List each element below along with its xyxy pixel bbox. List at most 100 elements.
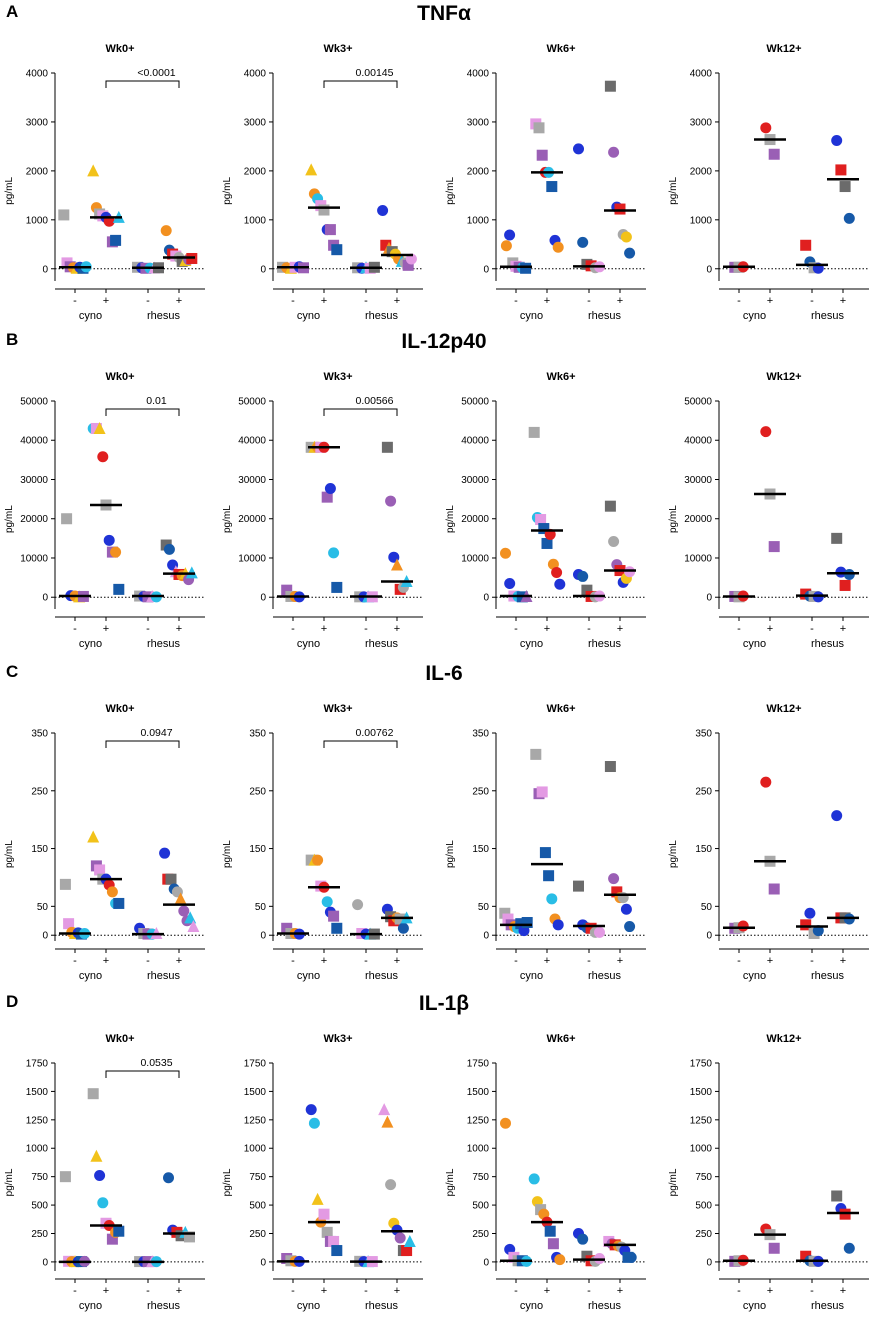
y-tick-label: 1750 [244, 1059, 267, 1070]
y-tick-label: 40000 [20, 436, 48, 447]
point-circle-blue [94, 1170, 106, 1182]
point-circle-navy [577, 236, 589, 248]
point-square-dgray [581, 584, 593, 596]
y-tick-label: 0 [42, 1257, 48, 1268]
y-tick-label: 500 [695, 1201, 712, 1212]
significance-bracket [105, 1070, 180, 1078]
point-circle-blue [554, 578, 566, 590]
x-sign-label: + [617, 623, 623, 635]
y-tick-label: 1250 [244, 1115, 267, 1126]
x-sign-label: + [176, 1285, 182, 1297]
y-tick-label: 30000 [461, 475, 489, 486]
panel-title: Wk6+ [546, 703, 575, 715]
y-tick-label: 0 [706, 593, 712, 604]
point-triangle-yellow [311, 1192, 324, 1205]
point-triangle-yellow [305, 163, 318, 176]
x-sign-label: - [514, 623, 518, 635]
y-axis-label: pg/mL [668, 840, 679, 868]
y-axis-label: pg/mL [4, 840, 15, 868]
y-tick-label: 50 [478, 902, 490, 913]
x-group-label-cyno: cyno [297, 310, 320, 322]
point-square-red [835, 164, 847, 176]
point-triangle-cyan [184, 911, 197, 924]
y-tick-label: 4000 [244, 69, 267, 80]
y-axis-label: pg/mL [668, 1168, 679, 1196]
point-square-gray [528, 426, 540, 438]
panel-title: Wk12+ [766, 371, 801, 383]
x-group-label-cyno: cyno [743, 310, 766, 322]
point-circle-orange [106, 886, 118, 898]
y-tick-label: 0 [483, 593, 489, 604]
y-tick-label: 4000 [26, 69, 49, 80]
y-tick-label: 0 [260, 264, 266, 275]
point-circle-gray [608, 535, 620, 547]
y-tick-label: 1500 [244, 1087, 267, 1098]
point-triangle-yellow [87, 830, 100, 843]
point-square-navy [539, 847, 551, 859]
point-circle-red [760, 426, 772, 438]
y-tick-label: 1000 [244, 215, 267, 226]
point-square-red [839, 579, 851, 591]
point-circle-purple [385, 495, 397, 507]
point-square-pink [94, 864, 106, 876]
y-tick-label: 1000 [690, 1144, 713, 1155]
significance-bracket [323, 408, 398, 416]
y-axis-label: pg/mL [222, 840, 233, 868]
x-sign-label: + [394, 623, 400, 635]
point-square-navy [331, 581, 343, 593]
y-tick-label: 250 [31, 786, 48, 797]
x-group-label-rhesus: rhesus [147, 1300, 181, 1312]
significance-bracket [323, 80, 398, 88]
y-tick-label: 1500 [690, 1087, 713, 1098]
x-group-label-cyno: cyno [743, 1300, 766, 1312]
panel-title: Wk0+ [105, 703, 134, 715]
row-letter-B: B [6, 330, 18, 349]
y-axis-label: pg/mL [4, 177, 15, 205]
y-axis-label: pg/mL [668, 177, 679, 205]
point-circle-cyan [321, 896, 333, 908]
point-square-purple [328, 910, 340, 922]
x-sign-label: + [840, 623, 846, 635]
y-tick-label: 20000 [20, 514, 48, 525]
point-square-pink [536, 786, 548, 798]
point-square-gray [59, 878, 71, 890]
y-axis-label: pg/mL [4, 1168, 15, 1196]
point-circle-orange [500, 1117, 511, 1129]
y-tick-label: 250 [695, 786, 712, 797]
point-square-navy [113, 583, 125, 595]
point-square-purple [321, 491, 333, 503]
x-sign-label: - [364, 955, 368, 967]
y-tick-label: 30000 [238, 475, 266, 486]
y-tick-label: 350 [31, 729, 48, 740]
point-circle-navy [397, 922, 409, 934]
panel-title: Wk6+ [546, 1033, 575, 1045]
point-square-navy [113, 897, 125, 909]
point-square-navy [546, 181, 558, 193]
x-sign-label: - [514, 295, 518, 307]
panel-title: Wk0+ [105, 1033, 134, 1045]
x-sign-label: + [103, 295, 109, 307]
y-tick-label: 30000 [684, 475, 712, 486]
point-square-navy [541, 537, 553, 549]
y-tick-label: 20000 [238, 514, 266, 525]
y-axis-label: pg/mL [445, 177, 456, 205]
x-sign-label: + [544, 955, 550, 967]
x-sign-label: - [146, 623, 150, 635]
x-sign-label: - [73, 295, 77, 307]
y-tick-label: 150 [249, 844, 266, 855]
point-square-pink [63, 918, 75, 930]
point-square-dgray [604, 80, 616, 92]
y-tick-label: 0 [260, 931, 266, 942]
point-triangle-pink [187, 920, 200, 933]
y-tick-label: 0 [42, 931, 48, 942]
point-square-navy [331, 244, 343, 256]
x-sign-label: - [737, 955, 741, 967]
y-tick-label: 3000 [467, 117, 490, 128]
y-tick-label: 150 [695, 844, 712, 855]
point-triangle-cyan [185, 566, 198, 579]
point-circle-orange [312, 854, 324, 866]
x-sign-label: + [767, 1285, 773, 1297]
